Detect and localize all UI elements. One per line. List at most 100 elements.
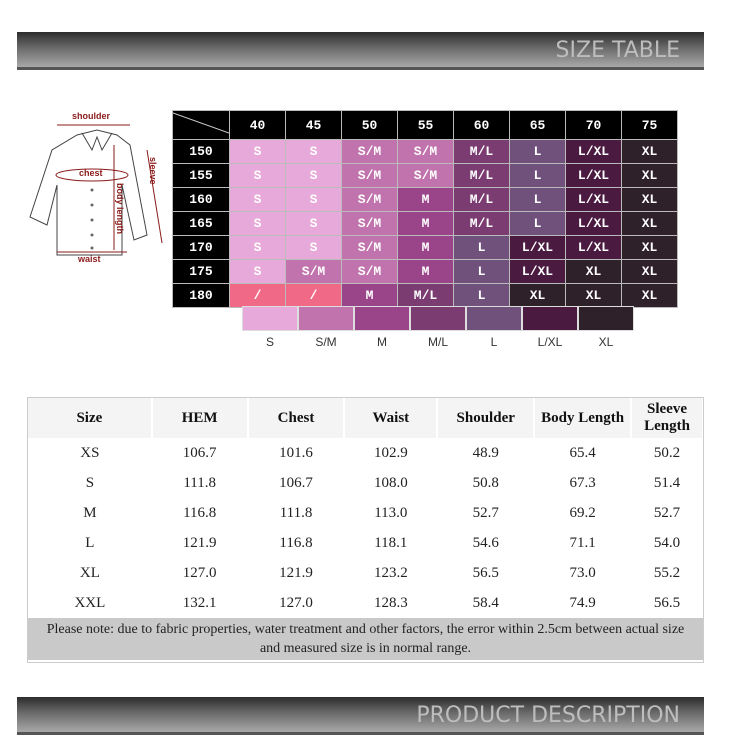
note-line: Please note: due to fabric properties, w…: [46, 622, 685, 637]
grid-cell: XL: [621, 163, 678, 188]
grid-column-header: 70: [565, 110, 622, 140]
grid-cell: L/XL: [565, 235, 622, 260]
grid-cell: S/M: [285, 259, 342, 284]
table-cell: 54.0: [653, 534, 681, 551]
grid-cell: M/L: [453, 187, 510, 212]
legend-swatch: [466, 306, 522, 331]
grid-row: 160 S S S/M M M/L L L/XL XL: [172, 187, 678, 212]
table-cell: 58.4: [472, 594, 499, 611]
label-shoulder: shoulder: [72, 111, 111, 121]
grid-cell: S: [229, 139, 286, 164]
grid-cell: L/XL: [509, 259, 566, 284]
table-cell: 50.8: [472, 474, 499, 491]
grid-row: 165 S S S/M M M/L L L/XL XL: [172, 211, 678, 236]
grid-cell: L/XL: [565, 163, 622, 188]
note-line: and measured size is in normal range.: [259, 641, 472, 656]
table-cell: XL: [79, 564, 100, 581]
legend-swatch: [242, 306, 298, 331]
grid-cell: XL: [621, 211, 678, 236]
legend-swatch: [410, 306, 466, 331]
table-cell: 54.6: [472, 534, 499, 551]
table-cell: 116.8: [279, 534, 313, 551]
size-legend-labels: S S/M M M/L L L/XL XL: [242, 335, 634, 349]
grid-row-header: 180: [172, 283, 230, 308]
label-waist: waist: [78, 254, 101, 264]
grid-row-header: 155: [172, 163, 230, 188]
grid-cell: S: [285, 235, 342, 260]
grid-cell: S: [285, 211, 342, 236]
table-cell: 65.4: [569, 444, 596, 461]
grid-cell: M/L: [397, 283, 454, 308]
table-row: XS 106.7 101.6 102.9 48.9 65.4 50.2: [28, 438, 703, 468]
grid-cell: L: [453, 259, 510, 284]
grid-row: 150 S S S/M S/M M/L L L/XL XL: [172, 139, 678, 164]
grid-cell: S: [229, 187, 286, 212]
grid-cell: L: [509, 211, 566, 236]
legend-swatch: [354, 306, 410, 331]
table-cell: 50.2: [653, 444, 681, 461]
grid-row: 175 S S/M S/M M L L/XL XL XL: [172, 259, 678, 284]
table-cell: 113.0: [374, 504, 408, 521]
table-cell: 116.8: [183, 504, 217, 521]
legend-label: XL: [598, 335, 614, 349]
size-table-banner: SIZE TABLE: [17, 32, 704, 70]
table-row: L 121.9 116.8 118.1 54.6 71.1 54.0: [28, 528, 703, 558]
legend-swatch: [522, 306, 578, 331]
grid-column-header: 65: [509, 110, 566, 140]
table-cell: 106.7: [182, 444, 217, 461]
column-header: Size: [28, 398, 153, 438]
grid-column-header: 60: [453, 110, 510, 140]
table-cell: 106.7: [279, 474, 313, 491]
grid-cell: S/M: [397, 163, 454, 188]
grid-cell: XL: [621, 283, 678, 308]
table-cell: 55.2: [653, 564, 681, 581]
table-cell: 102.9: [373, 444, 408, 461]
grid-cell: S: [229, 163, 286, 188]
table-cell: XS: [80, 444, 100, 461]
grid-cell: M/L: [453, 139, 510, 164]
grid-cell: M: [397, 235, 454, 260]
grid-cell: XL: [565, 259, 622, 284]
column-header: Sleeve Length: [631, 398, 703, 438]
grid-cell: S/M: [341, 187, 398, 212]
table-cell: L: [85, 534, 95, 551]
grid-row-header: 160: [172, 187, 230, 212]
grid-cell: S: [285, 163, 342, 188]
grid-row-header: 150: [172, 139, 230, 164]
grid-cell: S: [229, 211, 286, 236]
grid-header-row: 40 45 50 55 60 65 70 75: [172, 110, 678, 140]
column-header: Shoulder: [437, 398, 536, 438]
size-color-legend: [242, 306, 634, 331]
table-cell: 56.5: [653, 594, 681, 611]
grid-cell: M: [397, 187, 454, 212]
grid-cell: S: [229, 259, 286, 284]
grid-corner: [172, 110, 230, 140]
table-cell: 69.2: [569, 504, 596, 521]
shirt-diagram: shoulder chest sleeve body length waist: [22, 105, 172, 265]
table-cell: 52.7: [472, 504, 499, 521]
table-cell: 111.8: [279, 504, 313, 521]
table-cell: 108.0: [373, 474, 408, 491]
grid-cell: S: [285, 187, 342, 212]
table-cell: 132.1: [182, 594, 217, 611]
table-cell: 111.8: [183, 474, 216, 491]
legend-label: M/L: [427, 335, 448, 349]
grid-cell: L/XL: [565, 211, 622, 236]
column-header: Body Length: [534, 398, 633, 438]
banner-title: PRODUCT DESCRIPTION: [416, 703, 680, 728]
grid-cell: L/XL: [509, 235, 566, 260]
grid-cell: L/XL: [565, 139, 622, 164]
table-cell: 67.3: [569, 474, 596, 491]
grid-cell: S/M: [341, 163, 398, 188]
label-body-length: body length: [115, 183, 125, 234]
table-cell: M: [83, 504, 97, 521]
grid-cell: L: [509, 139, 566, 164]
height-shoulder-size-grid: 40 45 50 55 60 65 70 75 150 S S S/M S/M M/L L L/XL XL 155…: [172, 110, 678, 308]
legend-label: M: [377, 335, 387, 349]
grid-cell: XL: [621, 187, 678, 212]
table-cell: 118.1: [374, 534, 408, 551]
table-cell: S: [85, 474, 95, 491]
grid-cell: /: [285, 283, 342, 308]
table-row: S 111.8 106.7 108.0 50.8 67.3 51.4: [28, 468, 703, 498]
table-cell: XXL: [74, 594, 106, 611]
